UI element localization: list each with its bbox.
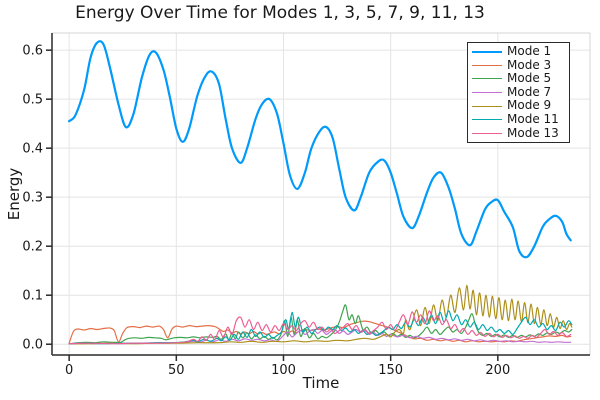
legend-item: Mode 5: [472, 72, 565, 86]
x-axis-label: Time: [302, 374, 340, 392]
y-tick-label: 0.2: [22, 240, 43, 255]
chart-title: Energy Over Time for Modes 1, 3, 5, 7, 9…: [75, 3, 485, 23]
legend-swatch-line: [472, 92, 502, 94]
x-tick-label: 150: [378, 363, 403, 378]
legend-label: Mode 7: [507, 84, 552, 99]
series-line-mode-5: [68, 304, 573, 345]
series-line-mode-13: [68, 310, 572, 345]
legend-label: Mode 13: [507, 125, 559, 140]
legend-swatch-line: [472, 78, 502, 80]
series-line-mode-7: [68, 328, 572, 345]
legend-swatch-line: [472, 132, 502, 134]
x-tick-label: 50: [168, 363, 185, 378]
x-tick-label: 200: [485, 363, 510, 378]
legend: Mode 1 Mode 3 Mode 5 Mode 7 Mode 9 Mode 11 Mod…: [467, 42, 570, 144]
y-tick-label: 0.3: [22, 191, 43, 206]
legend-swatch-line: [472, 64, 502, 66]
y-tick-label: 0.6: [22, 44, 43, 59]
legend-item: Mode 3: [472, 57, 565, 73]
y-tick-label: 0.1: [22, 289, 43, 304]
legend-swatch-line: [472, 50, 502, 53]
legend-label: Mode 3: [507, 57, 552, 72]
x-tick-label: 100: [271, 363, 296, 378]
legend-label: Mode 9: [507, 98, 552, 113]
series-line-mode-1: [68, 40, 572, 259]
series-line-mode-11: [68, 310, 573, 345]
legend-label: Mode 1: [507, 44, 552, 58]
legend-swatch-line: [472, 119, 502, 121]
legend-label: Mode 11: [507, 111, 559, 126]
legend-item: Mode 11: [472, 111, 565, 127]
y-tick-label: 0.4: [22, 142, 43, 157]
legend-item: Mode 9: [472, 99, 565, 113]
legend-label: Mode 5: [507, 71, 552, 86]
legend-item: Mode 13: [472, 125, 565, 141]
y-tick-label: 0.0: [22, 338, 43, 353]
legend-item: Mode 1: [472, 44, 565, 59]
legend-item: Mode 7: [472, 84, 565, 100]
legend-swatch-line: [472, 105, 502, 107]
x-tick-label: 0: [65, 363, 73, 378]
series-line-mode-3: [68, 320, 572, 344]
y-tick-label: 0.5: [22, 93, 43, 108]
